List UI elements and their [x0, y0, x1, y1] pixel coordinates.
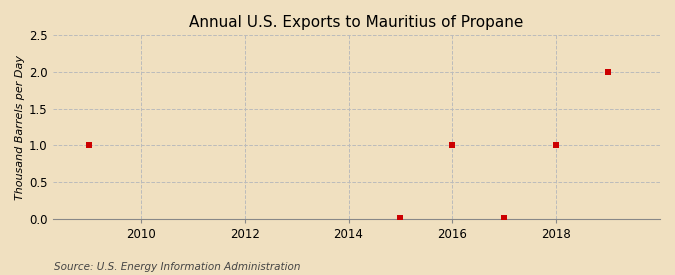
Point [551, 143, 562, 148]
Point [84, 143, 95, 148]
Point [499, 216, 510, 221]
Point [447, 143, 458, 148]
Text: Source: U.S. Energy Information Administration: Source: U.S. Energy Information Administ… [54, 262, 300, 272]
Point [603, 70, 614, 74]
Point [395, 216, 406, 221]
Title: Annual U.S. Exports to Mauritius of Propane: Annual U.S. Exports to Mauritius of Prop… [189, 15, 524, 30]
Y-axis label: Thousand Barrels per Day: Thousand Barrels per Day [15, 54, 25, 200]
